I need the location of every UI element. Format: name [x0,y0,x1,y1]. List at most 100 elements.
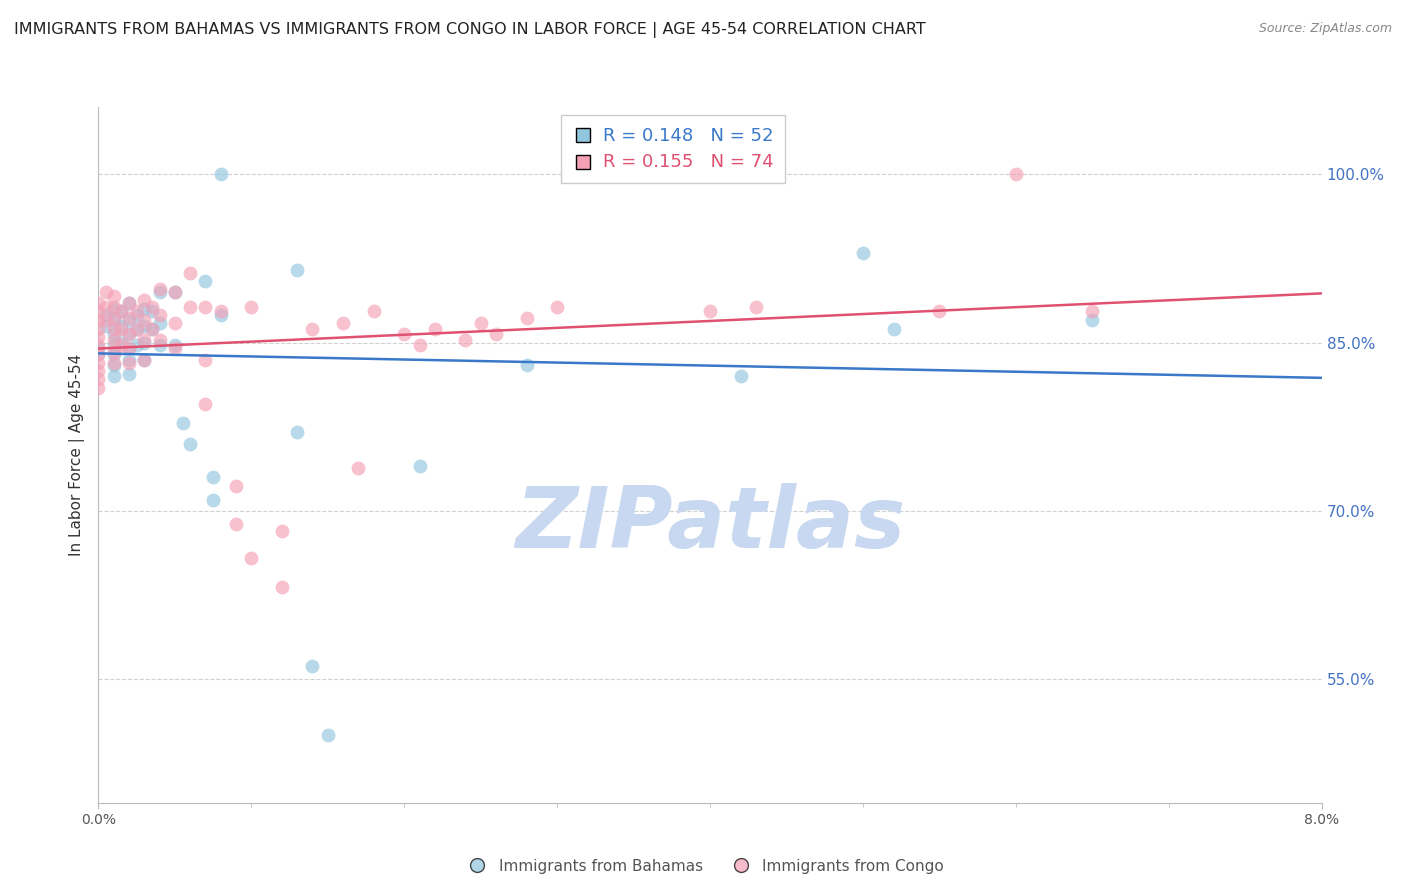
Point [118,341,141,355]
Point [332,316,354,330]
Point [94,318,117,333]
Point [209,308,232,322]
Text: Source: ZipAtlas.com: Source: ZipAtlas.com [1258,22,1392,36]
Point [883,322,905,336]
Point [270,580,294,594]
Point [94,313,117,327]
Point [134,313,156,327]
Point [134,293,156,307]
Point [103,313,125,327]
Text: ZIPatlas: ZIPatlas [515,483,905,566]
Point [134,335,156,350]
Point [87,347,110,361]
Point [134,318,156,333]
Point [125,322,148,336]
Point [87,322,110,336]
Point [103,347,125,361]
Point [94,300,117,314]
Point [87,347,110,361]
Point [149,282,172,296]
Point [301,659,323,673]
Point [103,338,125,352]
Point [516,311,538,326]
Point [1081,313,1104,327]
Point [852,246,875,260]
Point [149,334,172,348]
Point [179,436,201,450]
Point [118,352,141,367]
Point [163,338,186,352]
Point [134,301,156,316]
Point [194,300,217,314]
Point [103,334,125,348]
Point [118,341,141,355]
Point [141,322,163,336]
Point [928,304,950,318]
Point [347,461,370,475]
Point [363,304,385,318]
Point [134,352,156,367]
Point [103,369,125,384]
Point [103,358,125,372]
Point [110,338,132,352]
Point [516,358,538,372]
Point [103,344,125,359]
Point [149,316,172,330]
Point [103,322,125,336]
Point [118,367,141,381]
Point [134,334,156,348]
Point [1081,304,1104,318]
Point [301,322,323,336]
Point [87,304,110,318]
Point [699,304,721,318]
Point [163,316,186,330]
Point [194,352,217,367]
Point [408,338,430,352]
Point [110,304,132,318]
Point [163,285,186,300]
Point [87,371,110,385]
Point [141,304,163,318]
Point [163,285,186,300]
Point [423,322,446,336]
Point [110,304,132,318]
Point [202,492,225,507]
Text: IMMIGRANTS FROM BAHAMAS VS IMMIGRANTS FROM CONGO IN LABOR FORCE | AGE 45-54 CORR: IMMIGRANTS FROM BAHAMAS VS IMMIGRANTS FR… [14,22,925,38]
Point [87,338,110,352]
Point [470,316,492,330]
Point [194,274,217,288]
Point [118,313,141,327]
Point [179,300,201,314]
Point [118,311,141,326]
Point [118,326,141,341]
Point [94,285,117,300]
Point [125,338,148,352]
Point [94,308,117,322]
Point [194,397,217,411]
Point [149,338,172,352]
Point [110,322,132,336]
Point [546,300,568,314]
Point [118,296,141,310]
Point [285,425,308,440]
Point [87,356,110,370]
Point [103,300,125,314]
Point [745,300,768,314]
Point [87,296,110,310]
Point [163,341,186,355]
Point [202,470,225,484]
Point [103,301,125,316]
Point [209,304,232,318]
Point [103,326,125,341]
Point [103,356,125,370]
Point [485,326,508,341]
Point [172,417,194,431]
Point [141,300,163,314]
Point [134,352,156,367]
Point [730,369,752,384]
Point [285,262,308,277]
Point [110,335,132,350]
Legend: Immigrants from Bahamas, Immigrants from Congo: Immigrants from Bahamas, Immigrants from… [456,853,950,880]
Point [125,308,148,322]
Point [225,479,247,493]
